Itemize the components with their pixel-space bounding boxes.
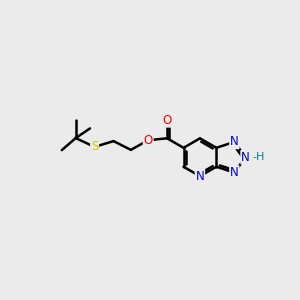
Text: N: N	[230, 166, 239, 179]
Text: S: S	[91, 140, 98, 153]
Text: N: N	[241, 151, 250, 164]
Text: O: O	[163, 114, 172, 127]
Text: O: O	[144, 134, 153, 147]
Text: N: N	[196, 170, 204, 183]
Text: -H: -H	[253, 152, 265, 162]
Text: N: N	[230, 136, 239, 148]
